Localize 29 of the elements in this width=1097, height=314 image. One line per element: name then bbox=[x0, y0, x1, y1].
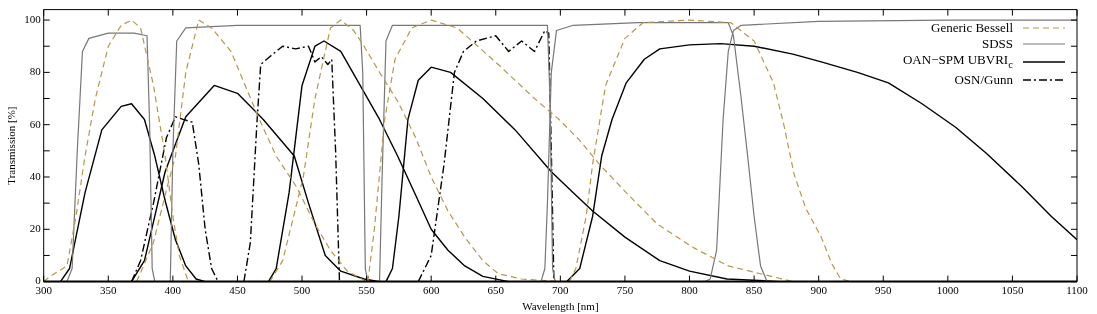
x-tick-label: 1100 bbox=[1066, 284, 1089, 297]
y-tick-label: 80 bbox=[29, 65, 42, 78]
x-axis-title: Wavelength [nm] bbox=[522, 300, 599, 313]
x-tick-label: 800 bbox=[681, 284, 699, 297]
y-tick-label: 60 bbox=[29, 117, 42, 130]
legend-label: Generic Bessell bbox=[931, 20, 1013, 36]
y-tick-label: 0 bbox=[35, 274, 42, 287]
x-tick-label: 1050 bbox=[1001, 284, 1024, 297]
x-tick-label: 650 bbox=[487, 284, 505, 297]
y-axis-title: Transmission [%] bbox=[5, 106, 18, 185]
x-tick-label: 850 bbox=[745, 284, 763, 297]
x-tick-label: 600 bbox=[422, 284, 440, 297]
y-tick-label: 100 bbox=[24, 12, 42, 25]
y-tick-label: 40 bbox=[29, 169, 42, 182]
x-tick-label: 350 bbox=[100, 284, 118, 297]
legend-label: OSN/Gunn bbox=[954, 71, 1013, 88]
x-tick-label: 950 bbox=[875, 284, 893, 297]
y-tick-label: 20 bbox=[29, 222, 42, 235]
x-tick-label: 500 bbox=[293, 284, 311, 297]
x-tick-label: 750 bbox=[616, 284, 634, 297]
x-tick-label: 300 bbox=[35, 284, 53, 297]
x-tick-label: 1000 bbox=[936, 284, 960, 297]
x-tick-label: 700 bbox=[552, 284, 570, 297]
x-tick-label: 450 bbox=[229, 284, 247, 297]
legend-label: SDSS bbox=[981, 36, 1013, 52]
x-tick-label: 550 bbox=[358, 284, 376, 297]
legend-label: OAN−SPM UBVRI$_{c}$ bbox=[902, 52, 1013, 72]
x-tick-label: 900 bbox=[810, 284, 828, 297]
x-tick-label: 400 bbox=[164, 284, 182, 297]
